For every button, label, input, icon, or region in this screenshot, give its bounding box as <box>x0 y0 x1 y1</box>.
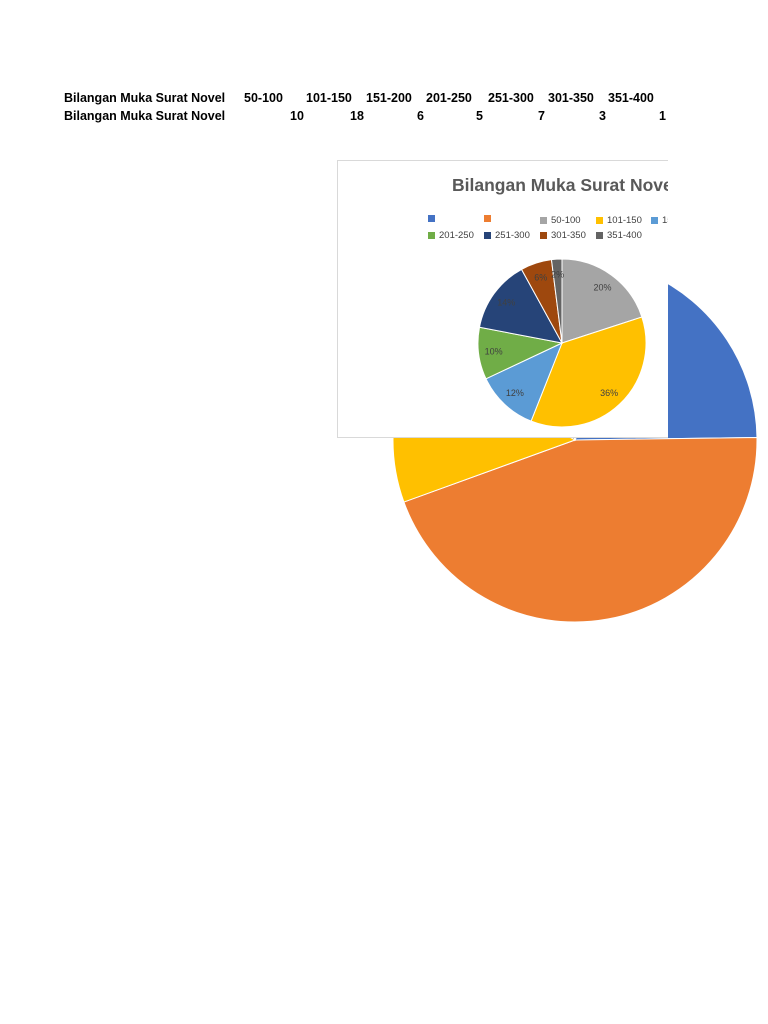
header-cell: 301-350 <box>548 91 594 105</box>
legend-label: 151-200 <box>662 215 668 226</box>
legend-item: 251-300 <box>484 230 530 241</box>
legend-swatch <box>484 215 491 222</box>
header-cell: 201-250 <box>426 91 472 105</box>
count-cell: 6 <box>417 109 424 123</box>
header-cell: 351-400 <box>608 91 654 105</box>
slice-percent-label: 14% <box>497 298 515 308</box>
header-cell: 50-100 <box>244 91 283 105</box>
foreground-pie-chart: 20% 36% 12% 10% 14% 6% 2% <box>477 258 647 428</box>
chart-box[interactable]: Bilangan Muka Surat Novel 50-100 101-150… <box>337 160 668 438</box>
chart-legend: 50-100 101-150 151-200 201-250 251-300 3… <box>428 215 668 245</box>
legend-label: 251-300 <box>495 230 530 241</box>
pie-slice <box>530 316 647 428</box>
legend-item: 351-400 <box>596 230 642 241</box>
slice-percent-label: 2% <box>551 269 564 279</box>
count-row: Bilangan Muka Surat Novel 10 18 6 5 7 3 … <box>64 108 674 126</box>
count-cell: 18 <box>350 109 364 123</box>
header-cell: 251-300 <box>488 91 534 105</box>
legend-swatch <box>596 232 603 239</box>
legend-label: 301-350 <box>551 230 586 241</box>
count-cell: 5 <box>476 109 483 123</box>
legend-swatch <box>428 232 435 239</box>
legend-item: 301-350 <box>540 230 586 241</box>
legend-swatch <box>596 217 603 224</box>
count-cell: 1 <box>659 109 666 123</box>
slice-percent-label: 36% <box>600 388 618 398</box>
legend-item: 101-150 <box>596 215 642 226</box>
legend-label: 201-250 <box>439 230 474 241</box>
legend-label: 351-400 <box>607 230 642 241</box>
pie-slice <box>561 258 643 344</box>
data-table: Bilangan Muka Surat Novel 50-100 101-150… <box>64 90 674 126</box>
legend-swatch <box>540 232 547 239</box>
legend-swatch <box>484 232 491 239</box>
header-cell: 101-150 <box>306 91 352 105</box>
slice-percent-label: 6% <box>534 272 547 282</box>
legend-item: 151-200 <box>651 215 668 226</box>
legend-swatch <box>540 217 547 224</box>
pie-slice <box>403 437 758 623</box>
count-cell: 3 <box>599 109 606 123</box>
slice-percent-label: 20% <box>593 282 611 292</box>
legend-item: 201-250 <box>428 230 474 241</box>
count-cell: 7 <box>538 109 545 123</box>
legend-item: 50-100 <box>540 215 581 226</box>
pie-slice <box>485 342 563 422</box>
legend-label: 50-100 <box>551 215 581 226</box>
pie-slice <box>550 258 563 344</box>
pie-slice <box>478 268 563 344</box>
header-cell: 151-200 <box>366 91 412 105</box>
slice-percent-label: 12% <box>506 388 524 398</box>
row-label: Bilangan Muka Surat Novel <box>64 109 226 123</box>
legend-swatch <box>428 215 435 222</box>
header-row: Bilangan Muka Surat Novel 50-100 101-150… <box>64 90 674 108</box>
slice-percent-label: 10% <box>485 347 503 357</box>
legend-item <box>428 215 439 222</box>
legend-item <box>484 215 495 222</box>
row-label: Bilangan Muka Surat Novel <box>64 91 226 105</box>
legend-swatch <box>651 217 658 224</box>
legend-label: 101-150 <box>607 215 642 226</box>
count-cell: 10 <box>290 109 304 123</box>
chart-title: Bilangan Muka Surat Novel <box>452 175 668 195</box>
